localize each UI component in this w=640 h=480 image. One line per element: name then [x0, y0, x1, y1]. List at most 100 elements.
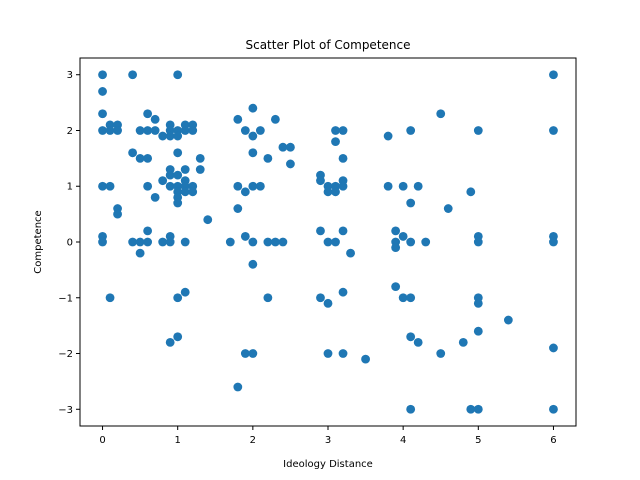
data-point [150, 192, 160, 202]
data-point [383, 131, 393, 141]
data-point [233, 114, 243, 124]
data-point [233, 204, 243, 213]
data-point [278, 237, 288, 247]
data-point [473, 298, 483, 308]
data-point [278, 142, 288, 152]
data-point [361, 354, 370, 364]
data-point [98, 70, 107, 80]
data-point [173, 332, 183, 342]
data-point [150, 126, 160, 135]
data-point [128, 148, 138, 158]
data-point [150, 114, 160, 124]
data-point [270, 237, 280, 247]
data-point [135, 153, 145, 163]
data-point [165, 181, 175, 191]
data-point [473, 404, 483, 414]
data-point [158, 237, 168, 247]
data-point [549, 343, 558, 353]
data-point [113, 126, 122, 135]
y-tick-label: −1 [58, 293, 73, 304]
data-point [338, 181, 348, 191]
data-point [406, 198, 416, 208]
data-point [180, 287, 190, 297]
data-point [135, 237, 145, 247]
data-point [346, 248, 355, 258]
data-point [406, 126, 416, 135]
data-point [549, 237, 558, 247]
data-point [98, 126, 107, 135]
data-point [286, 159, 295, 169]
data-point [391, 282, 401, 292]
data-point [158, 176, 168, 186]
data-point [143, 153, 153, 163]
data-point [98, 109, 107, 119]
data-point [316, 293, 325, 303]
data-point [466, 404, 476, 414]
data-point [398, 181, 408, 191]
data-point [316, 176, 325, 186]
data-point [98, 181, 107, 191]
data-point [135, 126, 145, 135]
data-point [406, 293, 416, 303]
data-point [180, 126, 190, 135]
data-point [188, 126, 198, 135]
data-point [173, 131, 183, 141]
data-point [248, 103, 258, 113]
data-point [165, 170, 175, 180]
data-point [165, 237, 175, 247]
data-point [248, 148, 258, 158]
data-point [248, 237, 258, 247]
data-point [473, 237, 483, 247]
data-point [173, 198, 183, 208]
y-tick-label: −3 [58, 405, 73, 416]
data-point [391, 243, 401, 252]
data-point [233, 181, 243, 191]
data-point [549, 126, 558, 135]
data-point [225, 237, 235, 247]
y-tick-label: 2 [67, 126, 73, 137]
data-point [143, 109, 153, 119]
data-point [406, 404, 416, 414]
data-point [143, 126, 153, 135]
data-point [549, 70, 558, 80]
data-point [338, 287, 348, 297]
data-point [158, 131, 168, 141]
data-point [331, 126, 340, 135]
data-point [398, 293, 408, 303]
data-point [338, 349, 348, 358]
data-point [135, 248, 145, 258]
chart-title: Scatter Plot of Competence [245, 38, 410, 52]
y-tick-label: −2 [58, 349, 73, 360]
data-point [98, 87, 107, 96]
data-point [473, 126, 483, 135]
x-tick-label: 5 [475, 435, 481, 446]
data-point [436, 109, 446, 119]
y-tick-label: 1 [67, 182, 73, 193]
data-point [180, 165, 190, 174]
data-point [383, 181, 393, 191]
data-point [263, 153, 273, 163]
data-point [240, 232, 250, 241]
data-point [173, 148, 183, 158]
data-point [255, 181, 265, 191]
data-point [143, 181, 153, 191]
data-point [436, 349, 446, 358]
x-tick-label: 1 [175, 435, 181, 446]
data-point [98, 237, 107, 247]
data-point [128, 70, 138, 80]
data-point [233, 382, 243, 392]
data-point [248, 349, 258, 358]
data-point [105, 181, 115, 191]
data-point [248, 131, 258, 141]
data-point [549, 404, 558, 414]
data-point [331, 237, 340, 247]
data-point [263, 237, 273, 247]
data-point [458, 337, 468, 347]
data-point [270, 114, 280, 124]
y-axis-label: Competence [33, 210, 44, 273]
data-point [240, 187, 250, 197]
x-tick-label: 3 [325, 435, 331, 446]
data-point [240, 349, 250, 358]
x-tick-label: 2 [250, 435, 256, 446]
data-point [240, 126, 250, 135]
